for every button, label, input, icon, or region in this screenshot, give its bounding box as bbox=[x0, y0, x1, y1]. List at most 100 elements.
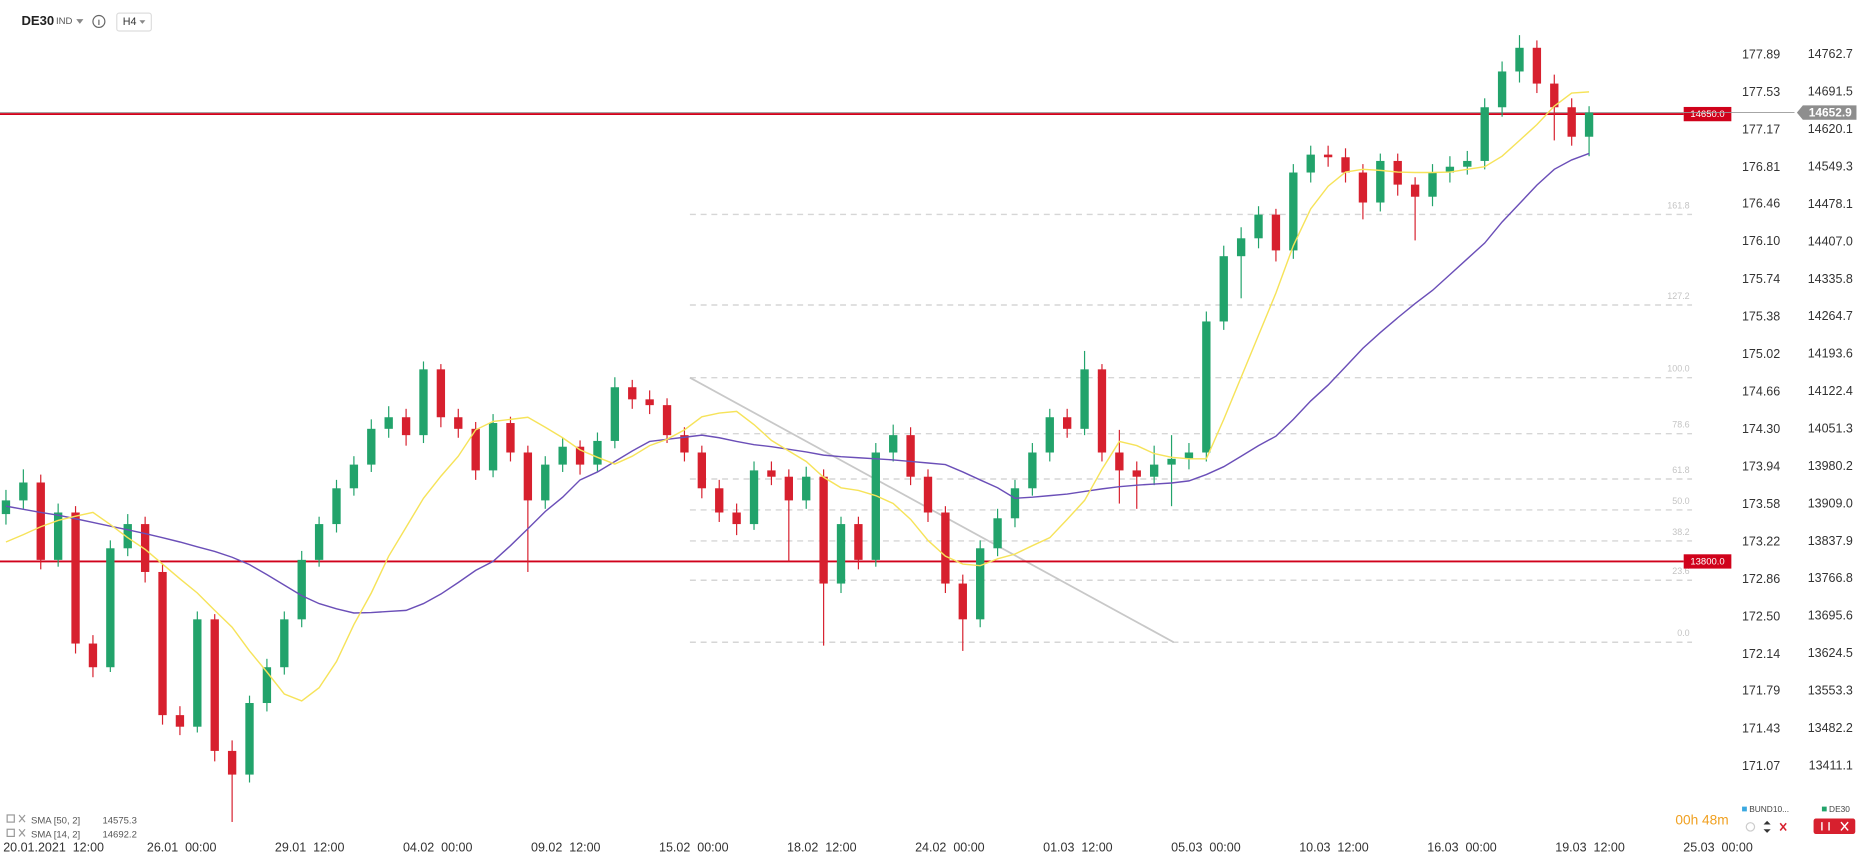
order-icon[interactable] bbox=[1763, 820, 1771, 833]
instrument-name: DE30 bbox=[1829, 804, 1850, 814]
candle-body bbox=[523, 452, 533, 501]
y-tick-label: 13624.5 bbox=[1808, 646, 1853, 660]
candle-body bbox=[628, 387, 637, 400]
candle-body bbox=[1410, 184, 1420, 197]
plot-area: 161.8 127.2 100.0 78.6 61.8 50.0 38.2 23.6 0.0 14… bbox=[0, 35, 1795, 822]
candle-body bbox=[1289, 172, 1298, 251]
price-line-label: 14650.0 bbox=[1690, 109, 1724, 120]
fib-level-label: 100.0 bbox=[1667, 364, 1689, 374]
y-tick-label: 14549.3 bbox=[1808, 159, 1853, 173]
candle-body bbox=[1584, 112, 1594, 137]
candle-body bbox=[193, 619, 202, 727]
candle-body bbox=[1463, 160, 1472, 167]
candle-body bbox=[123, 524, 132, 549]
current-price-label: 14652.9 bbox=[1809, 105, 1852, 119]
candle-body bbox=[367, 428, 376, 465]
fib-level-label: 38.2 bbox=[1672, 527, 1689, 537]
candle-body bbox=[906, 435, 915, 477]
candle-body bbox=[575, 446, 585, 465]
y-tick-label: 13695.6 bbox=[1808, 609, 1853, 623]
fib-level-label: 0.0 bbox=[1677, 628, 1689, 638]
candle-body bbox=[384, 417, 393, 429]
candle-body bbox=[88, 643, 98, 668]
candle-body bbox=[1480, 107, 1489, 161]
y-tick-label: 14407.0 bbox=[1808, 234, 1853, 248]
interval[interactable]: H4 bbox=[123, 16, 137, 28]
indicator-remove-icon[interactable] bbox=[18, 814, 26, 823]
symbol[interactable]: DE30 bbox=[21, 13, 54, 28]
candle-body bbox=[471, 428, 480, 471]
candle-body bbox=[610, 387, 620, 441]
interval-dropdown[interactable] bbox=[139, 20, 146, 24]
candle-body bbox=[419, 369, 428, 436]
x-tick-label: 20.01.2021 12:00 bbox=[3, 841, 104, 855]
candle-body bbox=[1063, 417, 1072, 429]
candle-body bbox=[332, 488, 341, 525]
candle-body bbox=[784, 476, 793, 501]
indicator-settings-icon[interactable] bbox=[6, 828, 15, 838]
candle-body bbox=[1567, 107, 1576, 137]
indicator-remove-icon[interactable] bbox=[18, 828, 26, 837]
visibility-icon[interactable] bbox=[1745, 822, 1756, 832]
indicator-name: SMA [14, 2] bbox=[31, 830, 80, 841]
candle-body bbox=[401, 417, 411, 436]
y-tick-label: 14691.5 bbox=[1808, 85, 1853, 99]
candle-body bbox=[1271, 214, 1281, 251]
candle-body bbox=[175, 715, 185, 727]
y2-tick-label: 171.79 bbox=[1742, 684, 1780, 698]
info-icon[interactable] bbox=[92, 14, 106, 28]
candle-body bbox=[1254, 214, 1263, 239]
indicator-settings-icon[interactable] bbox=[6, 814, 15, 823]
candle-body bbox=[1515, 47, 1524, 72]
x-tick-label: 18.02 12:00 bbox=[787, 841, 857, 855]
price-line-label-box bbox=[1683, 554, 1732, 569]
y-tick-label: 14620.1 bbox=[1808, 122, 1853, 136]
candle-body bbox=[280, 619, 289, 668]
close-icon[interactable] bbox=[1779, 822, 1787, 831]
y-tick-label: 13553.3 bbox=[1808, 684, 1853, 698]
y2-tick-label: 175.02 bbox=[1742, 347, 1780, 361]
x-tick-label: 25.03 00:00 bbox=[1683, 841, 1753, 855]
price-line-label: 13800.0 bbox=[1690, 557, 1724, 568]
candle-body bbox=[645, 399, 654, 406]
y2-tick-label: 175.74 bbox=[1742, 272, 1780, 286]
sma-line bbox=[5, 91, 1590, 702]
interval-box[interactable] bbox=[116, 12, 152, 32]
y-tick-label: 13482.2 bbox=[1808, 721, 1853, 735]
candle-body bbox=[19, 482, 28, 501]
candle-body bbox=[732, 512, 741, 525]
y2-tick-label: 173.22 bbox=[1742, 535, 1780, 549]
candle-body bbox=[558, 446, 567, 465]
y2-tick-label: 175.38 bbox=[1742, 309, 1780, 323]
x-tick-label: 09.02 12:00 bbox=[531, 841, 601, 855]
y-tick-label: 13980.2 bbox=[1808, 459, 1853, 473]
candle-body bbox=[993, 518, 1002, 549]
x-tick-label: 10.03 12:00 bbox=[1299, 841, 1369, 855]
candle-body bbox=[1219, 256, 1228, 322]
candle-body bbox=[454, 417, 463, 429]
indicator-value: 14575.3 bbox=[102, 815, 136, 826]
candle-body bbox=[1028, 452, 1037, 489]
candle-body bbox=[1167, 458, 1176, 465]
x-tick-label: 19.03 12:00 bbox=[1555, 841, 1625, 855]
symbol-dropdown[interactable] bbox=[76, 19, 84, 24]
candle-body bbox=[923, 476, 933, 513]
y2-tick-label: 176.81 bbox=[1742, 160, 1780, 174]
candle-body bbox=[1497, 71, 1507, 108]
candle-body bbox=[1532, 47, 1542, 84]
indicator-value: 14692.2 bbox=[102, 830, 136, 841]
candle-body bbox=[53, 512, 63, 560]
candle-body bbox=[1550, 83, 1559, 108]
fib-level-label: 61.8 bbox=[1672, 465, 1689, 475]
candle-body bbox=[976, 548, 985, 620]
instrument-actions[interactable] bbox=[1813, 818, 1856, 835]
candle-timer: 00h 48m bbox=[1675, 813, 1728, 828]
y-tick-label: 14335.8 bbox=[1808, 272, 1853, 286]
candle-body bbox=[541, 464, 550, 501]
y2-tick-label: 171.07 bbox=[1742, 759, 1780, 773]
candle-body bbox=[1236, 238, 1246, 257]
y-tick-label: 14762.7 bbox=[1808, 47, 1853, 61]
x-tick-label: 15.02 00:00 bbox=[659, 841, 729, 855]
candle-body bbox=[697, 452, 707, 489]
candle-body bbox=[1323, 154, 1333, 158]
